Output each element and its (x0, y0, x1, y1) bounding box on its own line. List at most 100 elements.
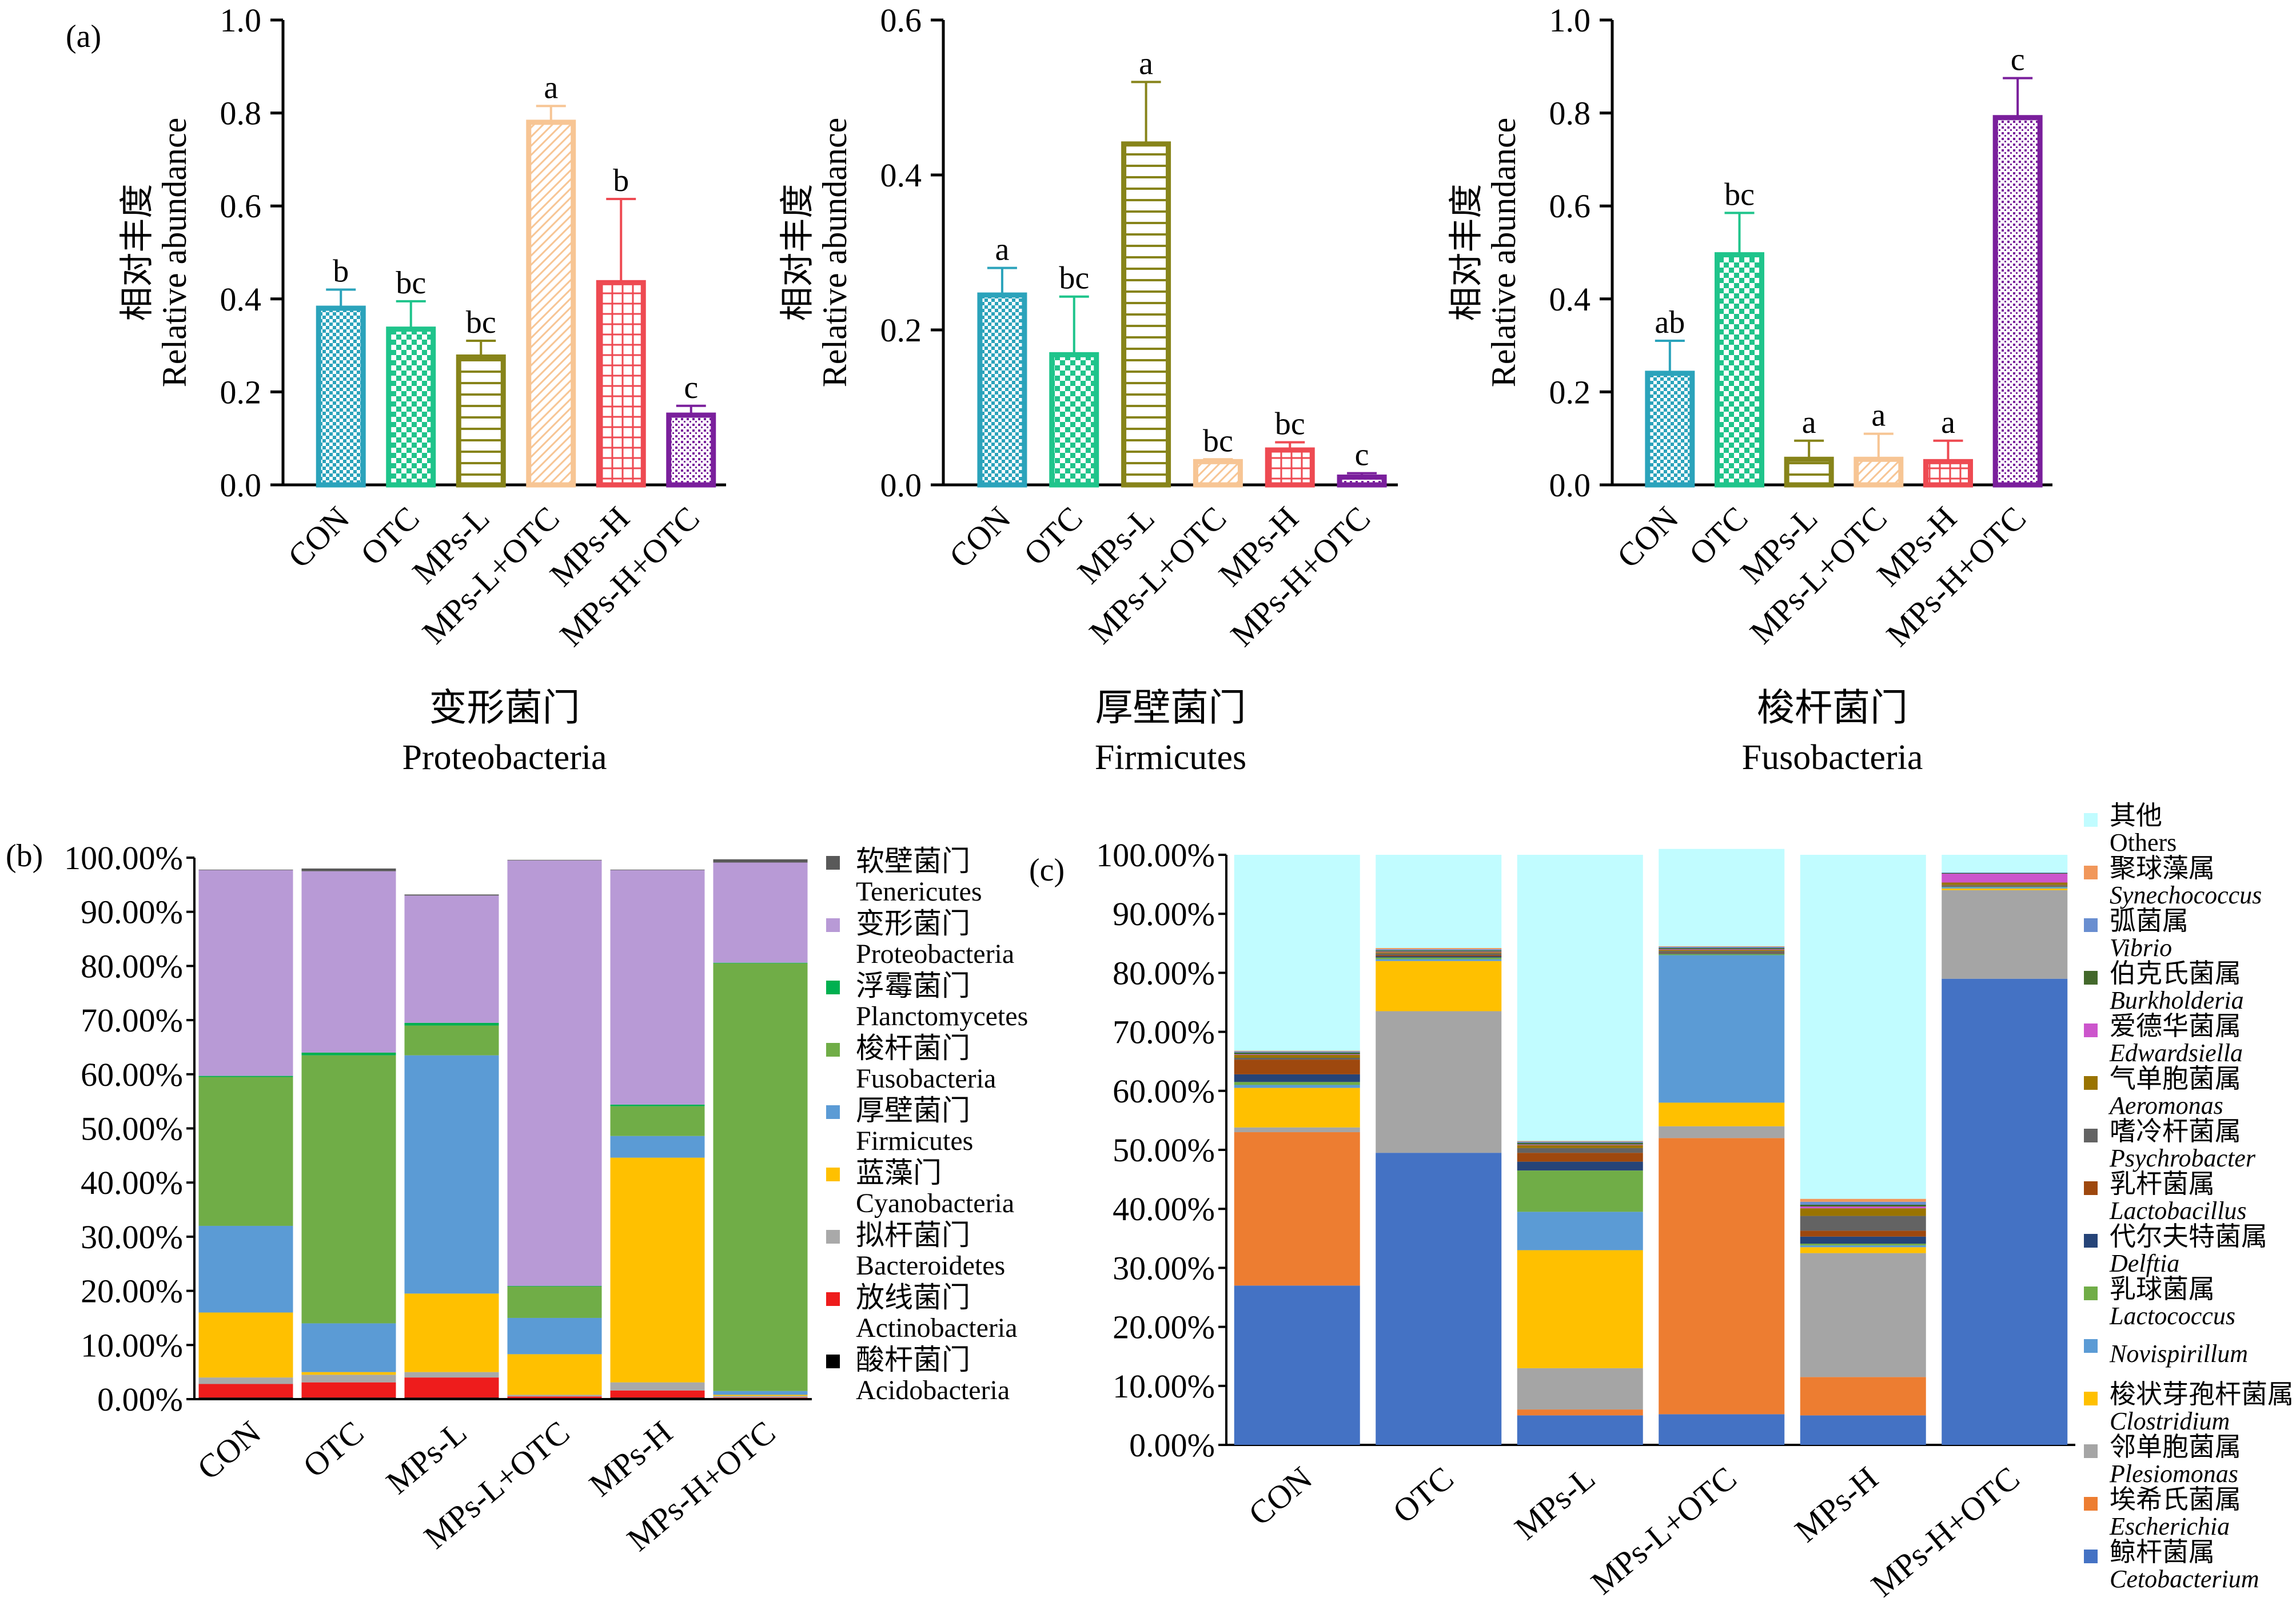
significance-letter: a (1139, 46, 1153, 81)
stack-segment (610, 1106, 705, 1136)
significance-letter: c (1355, 437, 1369, 473)
bar (977, 292, 1027, 488)
stack-segment (1942, 890, 2068, 979)
legend-swatch (826, 856, 840, 870)
legend-label-cn: 聚球藻属 (2110, 854, 2215, 883)
stack-segment (1942, 885, 2068, 886)
stack-segment (1800, 1244, 1926, 1246)
stack-segment (507, 1396, 602, 1399)
stack-segment (1376, 951, 1502, 953)
stack-segment (507, 859, 602, 861)
legend-label: Firmicutes (856, 1126, 973, 1156)
y-axis-label-cn: 相对丰度 (779, 184, 816, 321)
stack-segment (1800, 1230, 1926, 1237)
significance-letter: bc (466, 305, 496, 340)
legend-label: Edwardsiella (2109, 1039, 2243, 1067)
stack-segment (1800, 1415, 1926, 1445)
legend-label-cn: 埃希氏菌属 (2110, 1485, 2241, 1514)
y-axis-label-cn: 相对丰度 (1448, 184, 1485, 321)
stack-segment (1517, 1415, 1643, 1445)
bar (1193, 459, 1243, 488)
stack-segment (713, 859, 808, 863)
legend-label: Lactococcus (2109, 1302, 2235, 1330)
stack-segment (404, 1293, 499, 1372)
stack-segment (1376, 855, 1502, 949)
stack-segment (713, 1391, 808, 1395)
stack-segment (1234, 1054, 1360, 1055)
y-tick-label: 0.2 (880, 312, 922, 349)
x-tick-label: CON (281, 499, 357, 575)
stack-segment (1234, 1132, 1360, 1286)
stack-segment (610, 1390, 705, 1398)
legend-swatch (2084, 1129, 2098, 1142)
y-tick-label: 60.00% (1113, 1073, 1215, 1110)
y-tick-label: 90.00% (81, 894, 183, 931)
legend-label: Psychrobacter (2109, 1144, 2256, 1172)
stack-segment (1800, 1247, 1926, 1253)
y-tick-label: 0.6 (1549, 188, 1591, 225)
legend-label-cn: 弧菌属 (2110, 906, 2189, 935)
legend-swatch (2084, 1550, 2098, 1563)
bar (526, 120, 576, 488)
legend-label-cn: 爱德华菌属 (2110, 1011, 2241, 1041)
significance-letter: b (613, 163, 629, 198)
bar (1853, 456, 1904, 488)
y-tick-label: 0.8 (220, 95, 262, 132)
legend-label: Others (2110, 829, 2177, 857)
stack-segment (507, 860, 602, 1287)
legend-label-cn: 鲸杆菌属 (2110, 1538, 2215, 1567)
significance-letter: a (1941, 405, 1955, 440)
chart-subtitle: Proteobacteria (402, 738, 607, 777)
legend-label: Planctomycetes (856, 1001, 1028, 1031)
x-tick-label: CON (1242, 1459, 1320, 1533)
y-tick-label: 20.00% (1113, 1309, 1215, 1346)
legend-label: Acidobacteria (856, 1375, 1010, 1405)
legend-label-cn: 软壁菌门 (856, 845, 970, 877)
stack-segment (1517, 1148, 1643, 1153)
bar (666, 412, 716, 488)
y-tick-label: 0.00% (1129, 1427, 1215, 1464)
stack-segment (610, 1157, 705, 1383)
stack-segment (1376, 957, 1502, 959)
stack-segment (1800, 855, 1926, 1199)
legend-swatch (826, 1355, 840, 1368)
stack-segment (198, 1397, 293, 1399)
stack-segment (301, 1375, 396, 1383)
legend-swatch (826, 981, 840, 994)
stack-segment (1234, 1058, 1360, 1060)
stack-segment (1800, 1236, 1926, 1244)
legend-swatch (2084, 1392, 2098, 1405)
y-tick-label: 0.2 (220, 373, 262, 411)
significance-letter: bc (396, 265, 426, 301)
legend-swatch (826, 1292, 840, 1306)
legend-swatch (2084, 918, 2098, 932)
stack-segment (610, 870, 705, 1105)
legend-label-cn: 浮霉菌门 (856, 970, 970, 1002)
significance-letter: ab (1655, 305, 1685, 340)
stack-segment (404, 894, 499, 896)
y-tick-label: 0.4 (220, 281, 262, 318)
significance-letter: bc (1203, 423, 1233, 459)
x-tick-label: CON (1609, 499, 1685, 575)
legend-swatch (2084, 1234, 2098, 1248)
bar (596, 280, 646, 488)
stack-segment (1517, 1170, 1643, 1212)
stack-segment (1234, 1074, 1360, 1082)
stack-segment (1942, 888, 2068, 890)
stack-segment (301, 1397, 396, 1399)
y-tick-label: 60.00% (81, 1056, 183, 1093)
stack-segment (1800, 1201, 1926, 1205)
stack-segment (1234, 1060, 1360, 1074)
stack-segment (1800, 1206, 1926, 1209)
stack-segment (301, 1323, 396, 1372)
stack-segment (507, 1395, 602, 1397)
stack-segment (507, 1286, 602, 1287)
stack-segment (507, 1398, 602, 1399)
stack-segment (1800, 1245, 1926, 1248)
x-tick-label: MPs-H (1788, 1459, 1885, 1550)
y-tick-label: 100.00% (64, 839, 183, 877)
stack-segment (1659, 948, 1785, 950)
stack-segment (1234, 1127, 1360, 1133)
stack-segment (301, 1052, 396, 1056)
